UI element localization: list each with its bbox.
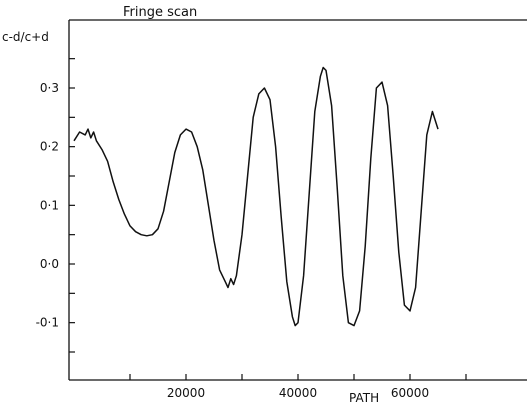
series-layer (73, 66, 439, 327)
y-axis-tick-labels: 0·3 0·2 0·1 0·0 -0·1 (36, 81, 59, 330)
x-axis-tick-labels: 20000 40000 60000 (167, 386, 429, 400)
y-tick-label-0: 0·3 (40, 81, 59, 95)
x-tick-label-2: 60000 (391, 386, 429, 400)
y-axis-title: c-d/c+d (2, 30, 49, 44)
x-axis-ticks (129, 374, 467, 380)
chart-title: Fringe scan (123, 5, 197, 20)
series-line-0 (73, 66, 439, 327)
y-tick-label-1: 0·2 (40, 140, 59, 154)
y-tick-label-4: -0·1 (36, 316, 59, 330)
x-axis-title: PATH (349, 391, 379, 405)
y-tick-label-3: 0·0 (40, 257, 59, 271)
x-tick-label-0: 20000 (167, 386, 205, 400)
y-axis-ticks (69, 58, 75, 353)
x-tick-label-1: 40000 (279, 386, 317, 400)
y-tick-label-2: 0·1 (40, 198, 59, 212)
